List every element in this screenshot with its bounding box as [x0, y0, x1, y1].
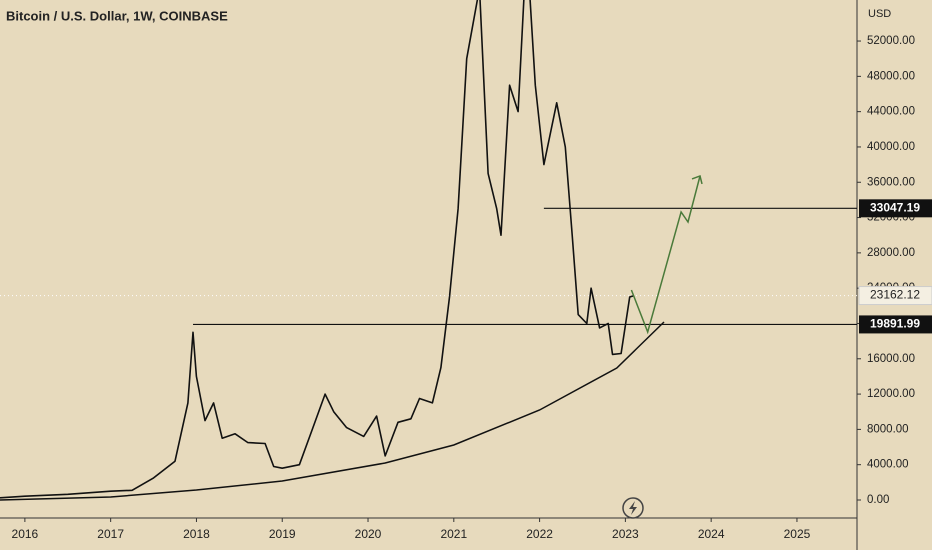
level-label-box: [859, 199, 932, 218]
x-tick-label: 2016: [12, 527, 39, 541]
x-tick-label: 2017: [97, 527, 124, 541]
x-tick-label: 2020: [355, 527, 382, 541]
lightning-icon[interactable]: [622, 497, 644, 519]
level-label: 19891.99: [870, 317, 920, 331]
last-price-box: [858, 286, 932, 306]
y-tick-label: 12000.00: [867, 388, 915, 400]
projection-line: [630, 175, 701, 335]
x-tick-label: 2018: [183, 527, 210, 541]
y-tick-label: 52000.00: [867, 35, 915, 47]
y-tick-label: 44000.00: [867, 106, 915, 118]
y-tick-label: 8000.00: [867, 423, 909, 435]
price-line: [0, 0, 635, 499]
x-tick-label: 2019: [269, 527, 296, 541]
x-tick-label: 2024: [698, 527, 725, 541]
chart-title: Bitcoin / U.S. Dollar, 1W, COINBASE: [6, 8, 228, 23]
projection-arrowhead: [691, 174, 703, 185]
y-tick-label: 4000.00: [867, 459, 909, 471]
x-tick-label: 2025: [784, 527, 811, 541]
support-curve: [0, 321, 665, 501]
level-label-box: [859, 315, 932, 334]
y-tick-label: 16000.00: [867, 353, 915, 365]
y-tick-label: 36000.00: [867, 176, 915, 188]
last-price-label: 23162.12: [870, 288, 920, 302]
x-tick-label: 2021: [440, 527, 467, 541]
x-tick-label: 2023: [612, 527, 639, 541]
y-axis-label: USD: [868, 8, 891, 20]
level-label: 33047.19: [870, 200, 920, 214]
y-tick-label: 28000.00: [867, 247, 915, 259]
y-tick-label: 40000.00: [867, 141, 915, 153]
y-tick-label: 0.00: [867, 494, 889, 506]
y-tick-label: 48000.00: [867, 70, 915, 82]
x-tick-label: 2022: [526, 527, 553, 541]
